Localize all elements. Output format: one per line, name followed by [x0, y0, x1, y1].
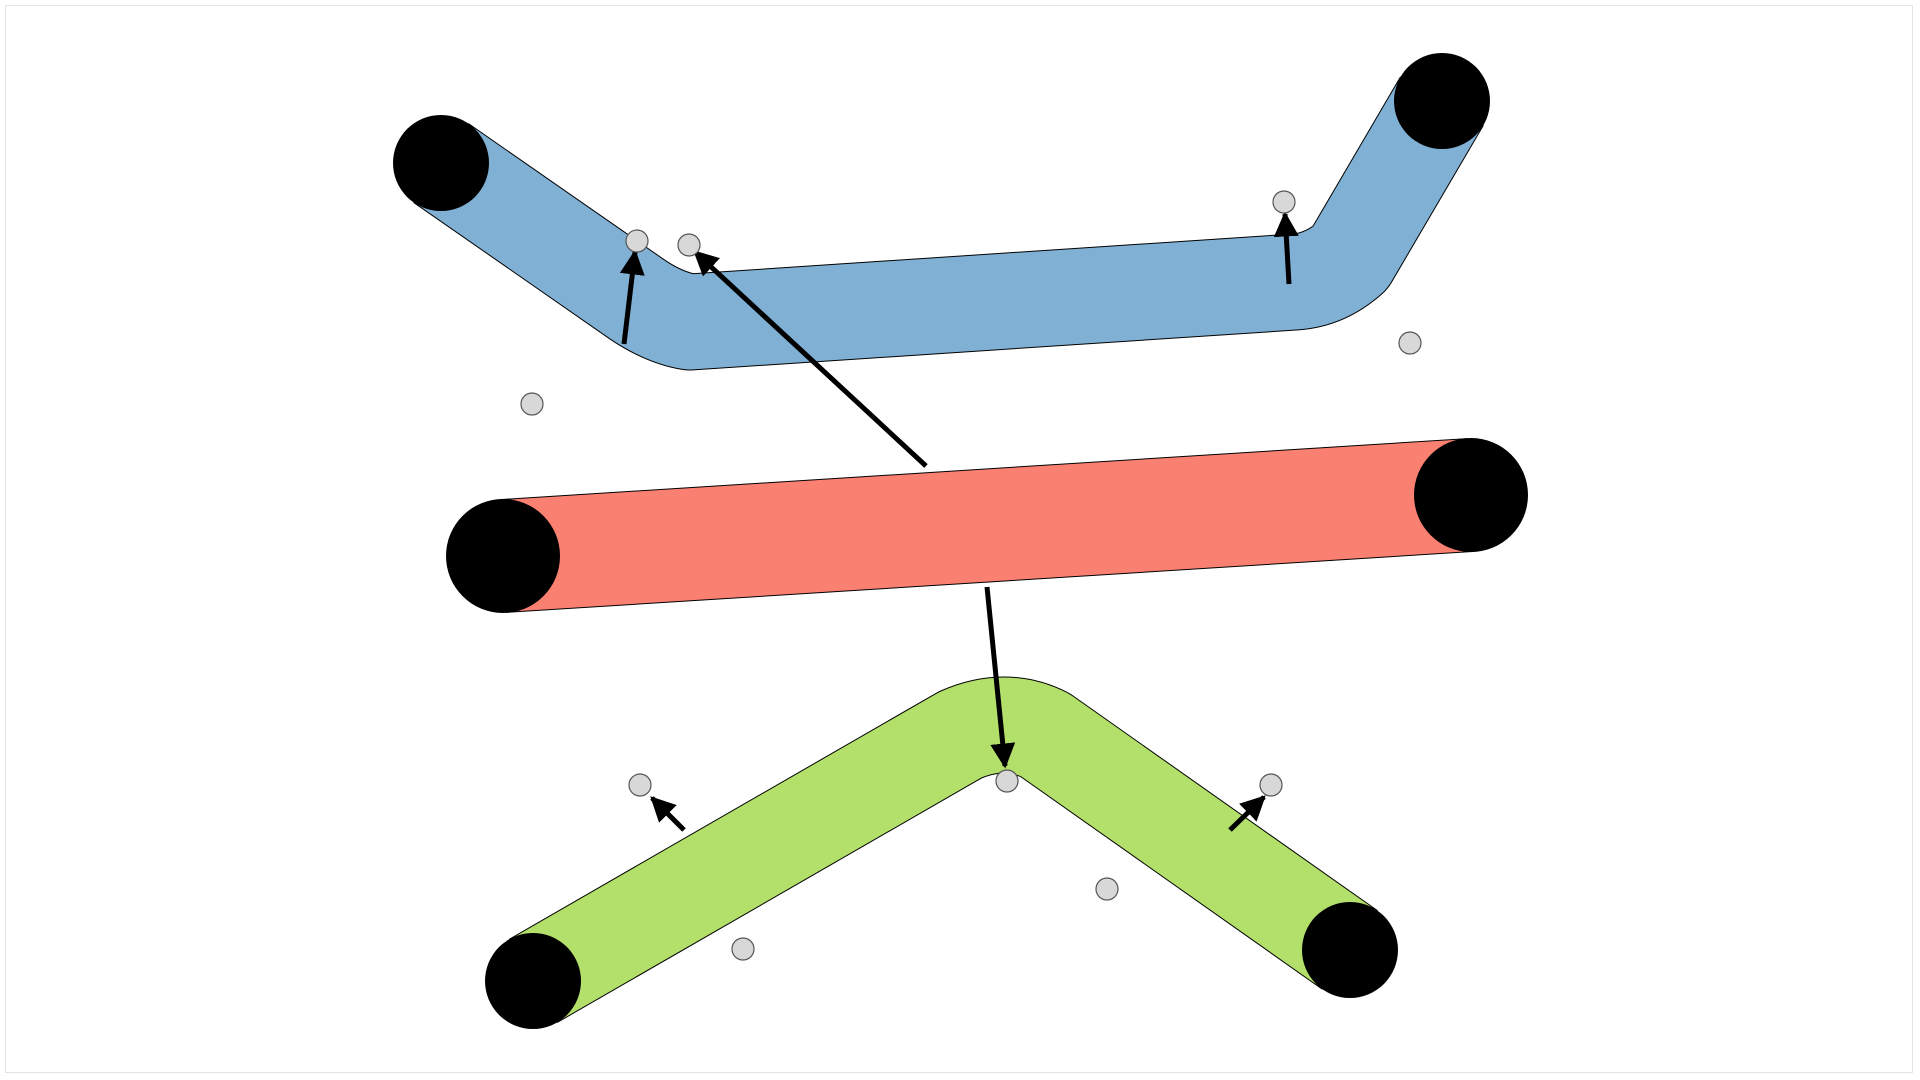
arrows — [619, 211, 1299, 832]
point-markers — [520, 190, 1422, 961]
red-endpoint-left — [446, 499, 560, 613]
arrow-blue-left — [619, 249, 645, 345]
red-endpoint-right — [1414, 438, 1528, 552]
arrow-red-to-blue — [693, 250, 928, 468]
marker-point — [1398, 331, 1422, 355]
arrow-green-left — [650, 796, 686, 832]
marker-point — [1272, 190, 1296, 214]
green-segment — [485, 676, 1398, 1029]
green-tube-fill — [509, 677, 1378, 1023]
marker-point — [677, 233, 701, 257]
marker-point — [1259, 773, 1283, 797]
marker-point — [520, 392, 544, 416]
green-endpoint-right — [1302, 902, 1398, 998]
red-tube-fill — [499, 439, 1475, 612]
blue-segment — [393, 53, 1490, 371]
arrow-blue-right — [1273, 211, 1299, 285]
blue-endpoint-right — [1394, 53, 1490, 149]
red-segment — [446, 438, 1528, 613]
arrow-red-to-green — [984, 586, 1016, 769]
arrow-green-right — [1228, 795, 1266, 832]
blue-endpoint-left — [393, 115, 489, 211]
marker-point — [995, 769, 1019, 793]
marker-point — [731, 937, 755, 961]
marker-point — [628, 773, 652, 797]
marker-point — [625, 229, 649, 253]
blue-tube-fill — [413, 76, 1483, 370]
marker-point — [1095, 877, 1119, 901]
green-endpoint-left — [485, 933, 581, 1029]
canvas-frame — [5, 5, 1913, 1073]
